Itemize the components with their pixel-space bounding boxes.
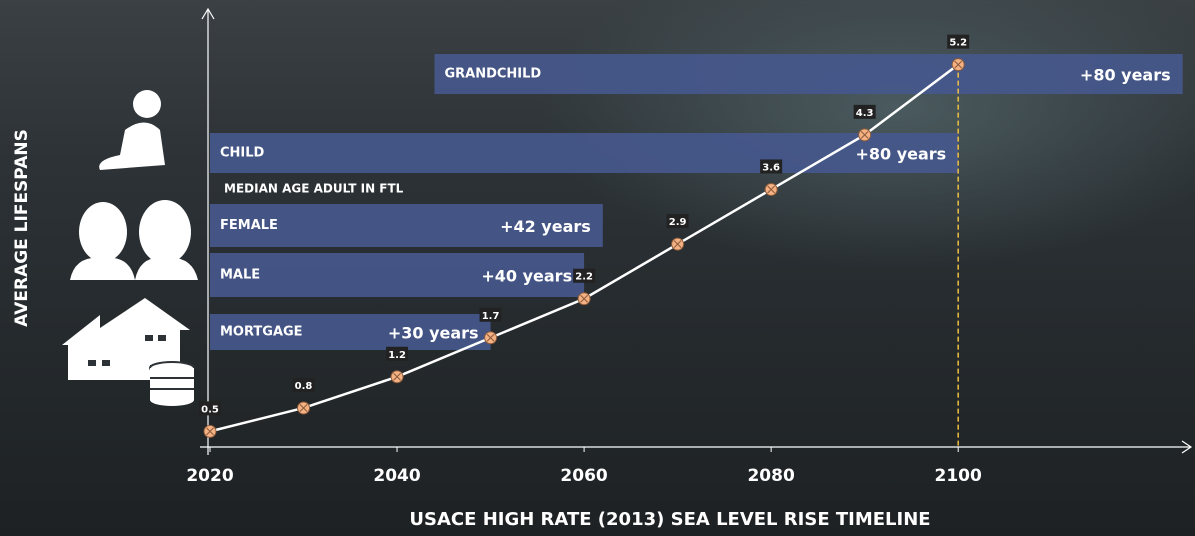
icons: [62, 90, 198, 406]
value-label-box: [760, 159, 783, 174]
lifespan-bar: [210, 204, 603, 247]
value-label: 5.2: [949, 38, 967, 49]
house-icon: [62, 298, 195, 406]
x-tick-label: 2080: [747, 466, 794, 486]
value-label-box: [666, 214, 689, 229]
marker-cross: [767, 185, 775, 194]
value-label: 3.6: [762, 162, 780, 173]
value-label-box: [853, 104, 876, 119]
bar-name: FEMALE: [220, 218, 278, 233]
marker-cross: [580, 294, 588, 303]
bar-name: CHILD: [220, 146, 265, 161]
lifespan-bar: [210, 253, 585, 297]
point: [671, 237, 685, 251]
value-label-box: [199, 401, 221, 416]
value-label: 1.7: [482, 311, 500, 322]
value-label: 0.5: [201, 404, 219, 415]
bar-label: +40 years: [481, 267, 572, 286]
value-label: 2.9: [669, 217, 687, 228]
bar-label: +80 years: [1080, 66, 1171, 85]
lifespan-bar: [434, 54, 1183, 94]
marker-cross: [954, 60, 963, 69]
point: [390, 370, 404, 384]
point: [577, 292, 591, 306]
value-label-box: [479, 307, 502, 322]
marker-cross: [206, 427, 214, 436]
y-axis-title: AVERAGE LIFESPANS: [12, 129, 32, 327]
adults-icon: [70, 200, 198, 280]
point: [764, 182, 778, 196]
lifespan-bar: [210, 133, 959, 173]
value-label-box: [573, 268, 596, 283]
point: [484, 331, 498, 345]
marker-cross: [860, 131, 869, 139]
x-tick-label: 2100: [935, 466, 982, 486]
lifespan-bar: [210, 314, 491, 350]
x-axis-arrow: [1181, 440, 1193, 454]
bar-label: +42 years: [500, 217, 591, 236]
x-axis-title: USACE HIGH RATE (2013) SEA LEVEL RISE TI…: [409, 509, 930, 530]
marker-cross: [673, 240, 682, 248]
point: [297, 401, 311, 415]
value-label: 0.8: [295, 381, 313, 392]
point: [203, 424, 217, 438]
marker-cross: [299, 404, 308, 412]
value-label: 2.2: [575, 272, 593, 283]
x-tick-label: 2020: [186, 466, 233, 486]
x-tick-label: 2060: [560, 466, 607, 486]
bar-label: +30 years: [388, 324, 479, 343]
value-label: 1.2: [388, 350, 406, 361]
note: MEDIAN AGE ADULT IN FTL: [224, 182, 404, 196]
value-label-box: [386, 346, 409, 361]
x-tick-label: 2040: [373, 466, 420, 486]
y-axis-arrow: [201, 7, 215, 20]
value-label-box: [947, 34, 970, 49]
bar-label: +80 years: [855, 145, 946, 164]
bar-name: GRANDCHILD: [444, 67, 541, 82]
bar-name: MALE: [220, 268, 260, 283]
value-label-box: [292, 377, 315, 392]
marker-cross: [486, 333, 495, 342]
marker-cross: [393, 372, 401, 381]
baby-icon: [99, 90, 165, 170]
point: [951, 58, 965, 72]
value-label: 4.3: [856, 108, 874, 119]
bar-name: MORTGAGE: [220, 325, 303, 340]
point: [858, 128, 872, 142]
